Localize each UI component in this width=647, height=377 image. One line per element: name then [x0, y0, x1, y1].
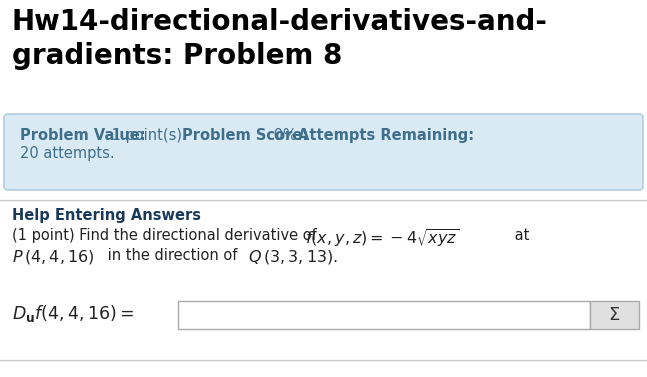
Text: gradients: Problem 8: gradients: Problem 8 [12, 42, 342, 70]
Text: 1 point(s).: 1 point(s). [107, 128, 191, 143]
Text: Problem Score:: Problem Score: [182, 128, 309, 143]
Text: Hw14-directional-derivatives-and-: Hw14-directional-derivatives-and- [12, 8, 548, 36]
Text: Attempts Remaining:: Attempts Remaining: [298, 128, 474, 143]
Text: $\Sigma$: $\Sigma$ [608, 306, 620, 324]
Text: at: at [510, 228, 529, 243]
Text: Problem Value:: Problem Value: [20, 128, 146, 143]
Text: $Q\,(3, 3, 13)$.: $Q\,(3, 3, 13)$. [248, 248, 338, 266]
Text: Help Entering Answers: Help Entering Answers [12, 208, 201, 223]
Text: 0%.: 0%. [269, 128, 306, 143]
Text: 20 attempts.: 20 attempts. [20, 146, 115, 161]
Text: $D_{\mathbf{u}}f(4, 4, 16) =$: $D_{\mathbf{u}}f(4, 4, 16) =$ [12, 303, 135, 324]
Text: in the direction of: in the direction of [103, 248, 242, 263]
Text: $f(x, y, z) = -4\sqrt{xyz}$: $f(x, y, z) = -4\sqrt{xyz}$ [305, 228, 459, 250]
FancyBboxPatch shape [178, 301, 590, 329]
FancyBboxPatch shape [590, 301, 639, 329]
Text: (1 point) Find the directional derivative of: (1 point) Find the directional derivativ… [12, 228, 322, 243]
Text: $P\,(4, 4, 16)$: $P\,(4, 4, 16)$ [12, 248, 94, 266]
FancyBboxPatch shape [4, 114, 643, 190]
